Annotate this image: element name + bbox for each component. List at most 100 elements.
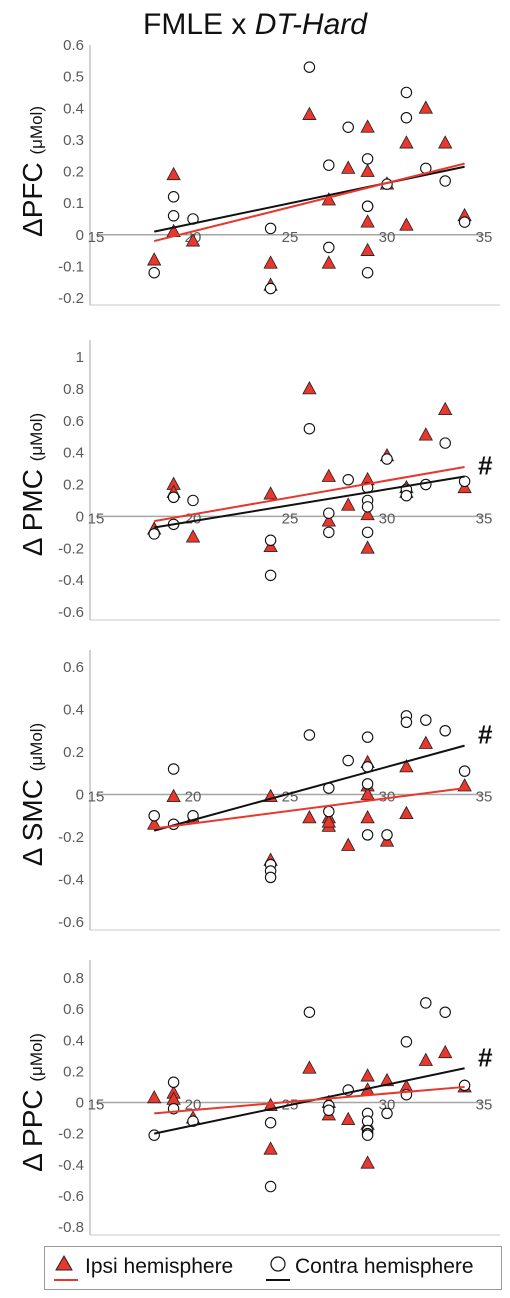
contra-point <box>400 111 413 124</box>
ipsi-point <box>360 242 375 256</box>
ipsi-point <box>399 135 414 149</box>
contra-point <box>361 829 374 841</box>
legend-contra-circle-icon <box>270 1256 286 1272</box>
y-tick-label: -0.2 <box>58 290 84 307</box>
contra-point <box>187 494 199 507</box>
contra-point <box>148 528 160 540</box>
ipsi-point <box>147 252 162 266</box>
figure-title: FMLE x DT-Hard <box>0 8 510 42</box>
legend-ipsi-triangle-icon <box>55 1254 73 1271</box>
ipsi-trendline <box>154 787 465 830</box>
ipsi-point <box>438 135 453 149</box>
y-tick-label: -0.8 <box>58 1219 84 1236</box>
y-tick-label: -0.4 <box>58 572 84 589</box>
y-tick-label: 0.4 <box>63 702 84 719</box>
y-tick-label: 0.2 <box>63 744 84 761</box>
ipsi-point <box>302 381 317 395</box>
ipsi-point <box>418 100 433 114</box>
ipsi-point <box>379 1072 395 1087</box>
y-tick-label: -0.6 <box>58 1188 84 1205</box>
ipsi-point <box>438 1044 453 1059</box>
contra-point <box>148 809 160 822</box>
contra-point <box>400 716 413 728</box>
y-tick-label: 0.6 <box>63 413 84 430</box>
ipsi-point <box>341 1111 356 1126</box>
ipsi-point <box>185 233 201 247</box>
ipsi-point <box>166 788 181 803</box>
contra-point <box>323 805 335 818</box>
contra-point <box>381 1107 393 1120</box>
figure-title-prefix: FMLE x <box>143 8 255 41</box>
ipsi-point <box>302 810 317 824</box>
contra-point <box>342 473 354 486</box>
contra-trendline <box>153 744 465 832</box>
legend: Ipsi hemisphere Contra hemisphere <box>44 1246 502 1290</box>
x-tick-label: 35 <box>476 510 493 527</box>
contra-point <box>303 61 316 73</box>
ipsi-point <box>399 217 414 231</box>
contra-point <box>342 754 354 767</box>
y-tick-label: 0.4 <box>63 1032 84 1049</box>
contra-point <box>342 121 354 133</box>
x-tick-label: 15 <box>88 789 105 806</box>
ipsi-point <box>438 401 453 415</box>
ipsi-point <box>341 160 356 174</box>
ipsi-point <box>399 759 414 773</box>
contra-point <box>303 1006 316 1018</box>
ipsi-point <box>321 468 336 482</box>
figure-title-italic: DT-Hard <box>254 8 367 41</box>
contra-trendline <box>154 475 465 529</box>
contra-point <box>148 1129 160 1141</box>
y-tick-label: 0 <box>76 508 84 525</box>
x-tick-label: 30 <box>379 1097 396 1114</box>
y-tick-label: -0.6 <box>58 604 84 621</box>
significance-marker: # <box>478 451 493 481</box>
y-tick-label: -0.6 <box>58 914 84 931</box>
contra-point <box>323 1104 335 1117</box>
contra-point <box>264 222 277 235</box>
ipsi-point <box>418 1052 433 1066</box>
ipsi-point <box>321 255 336 269</box>
contra-point <box>167 210 180 222</box>
y-tick-label: -0.4 <box>58 1157 84 1174</box>
x-tick-label: 15 <box>88 510 105 527</box>
contra-point <box>361 1129 374 1141</box>
x-tick-label: 20 <box>185 789 202 806</box>
y-axis-label-unit: (μMol) <box>27 106 46 155</box>
x-tick-label: 30 <box>379 789 396 806</box>
y-tick-label: 0.4 <box>63 100 84 117</box>
contra-point <box>148 266 160 279</box>
contra-point <box>420 714 432 726</box>
y-axis-label: Δ PMC (μMol) <box>17 413 48 556</box>
ipsi-point <box>263 255 278 269</box>
contra-point <box>361 526 374 539</box>
y-tick-label: -0.2 <box>58 540 84 557</box>
y-tick-label: 0 <box>76 787 84 804</box>
ipsi-point <box>147 816 162 830</box>
ipsi-point <box>360 119 375 133</box>
x-tick-label: 15 <box>88 1097 105 1114</box>
y-tick-label: -0.4 <box>58 872 84 889</box>
ipsi-point <box>321 814 336 828</box>
contra-point <box>361 731 374 743</box>
ipsi-point <box>399 805 414 820</box>
contra-point <box>439 1006 451 1018</box>
y-axis-label-main: ΔPFC <box>17 155 48 237</box>
contra-point <box>458 216 471 228</box>
x-tick-label: 30 <box>379 510 396 527</box>
y-tick-label: -0.2 <box>58 1126 84 1143</box>
contra-point <box>361 778 374 790</box>
ipsi-point <box>321 513 336 527</box>
y-tick-label: 0.3 <box>63 132 84 149</box>
contra-point <box>303 422 316 435</box>
contra-point <box>323 507 335 519</box>
contra-point <box>420 997 432 1009</box>
contra-point <box>361 200 374 213</box>
y-axis-label: Δ SMC (μMol) <box>17 723 48 866</box>
y-tick-label: 0.4 <box>63 445 84 462</box>
x-tick-label: 30 <box>379 229 396 246</box>
y-tick-label: 0.6 <box>63 659 84 676</box>
x-tick-label: 25 <box>282 229 299 246</box>
x-tick-label: 35 <box>476 1097 493 1114</box>
